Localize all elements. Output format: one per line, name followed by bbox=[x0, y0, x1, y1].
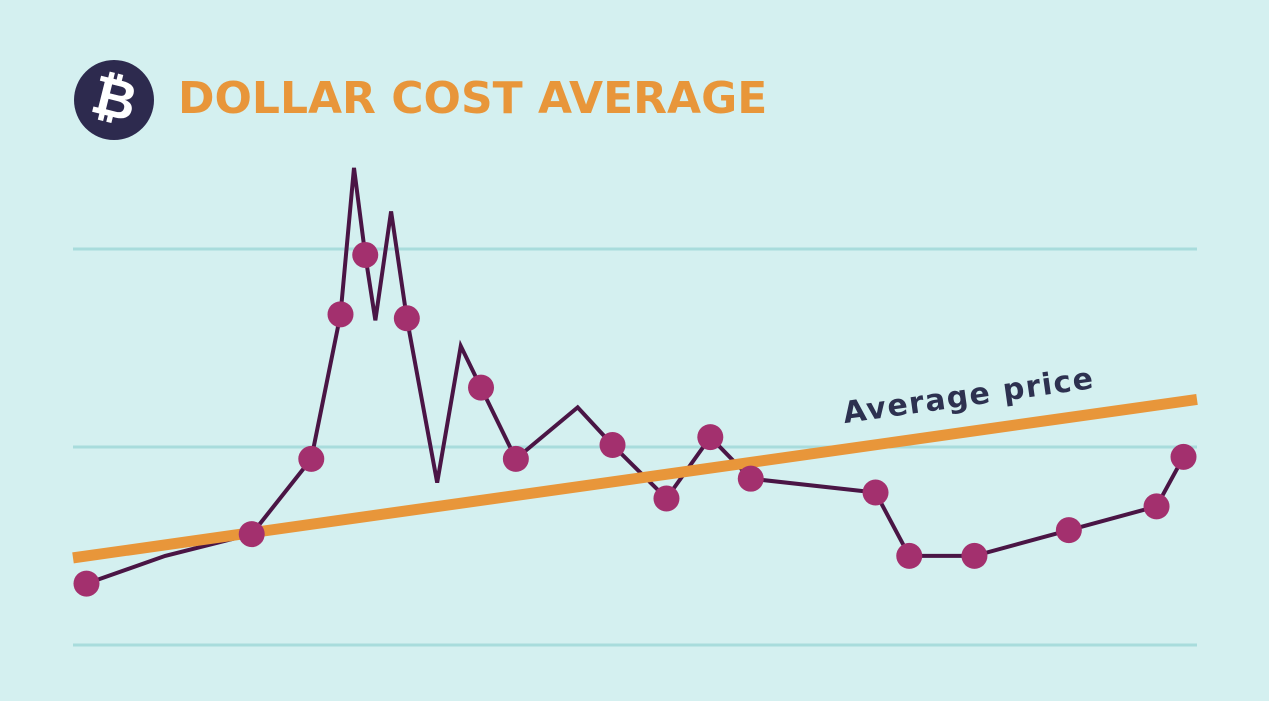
chart-title: DOLLAR COST AVERAGE bbox=[178, 73, 767, 124]
purchase-point bbox=[599, 432, 626, 459]
purchase-point bbox=[1143, 493, 1170, 520]
purchase-point bbox=[737, 465, 764, 492]
purchase-point bbox=[238, 521, 265, 548]
purchase-point bbox=[327, 301, 354, 328]
purchase-point bbox=[393, 305, 420, 332]
purchase-point bbox=[502, 445, 529, 472]
purchase-point bbox=[862, 479, 889, 506]
purchase-point bbox=[468, 374, 495, 401]
purchase-point bbox=[961, 542, 988, 569]
purchase-point bbox=[653, 485, 680, 512]
purchase-point bbox=[896, 542, 923, 569]
purchase-point bbox=[352, 241, 379, 268]
purchase-point bbox=[1170, 443, 1197, 470]
purchase-point bbox=[298, 445, 325, 472]
purchase-point bbox=[73, 570, 100, 597]
purchase-point bbox=[1055, 517, 1082, 544]
purchase-point bbox=[697, 424, 724, 451]
logo-circle bbox=[74, 60, 154, 140]
